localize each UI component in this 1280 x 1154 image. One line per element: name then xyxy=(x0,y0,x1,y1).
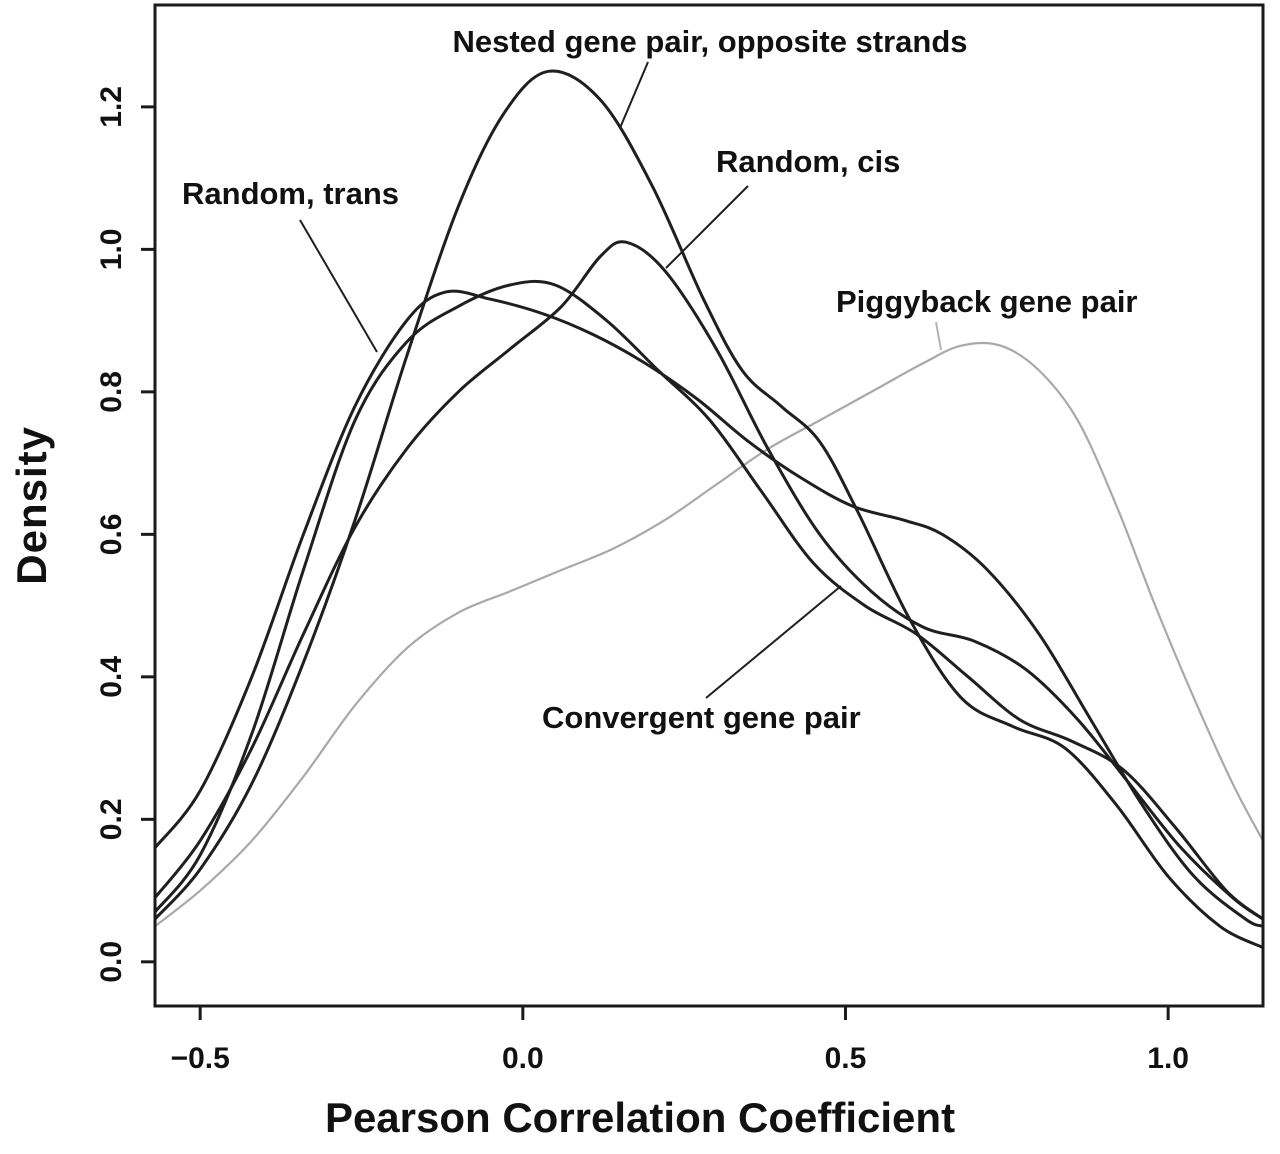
x-tick-label: −0.5 xyxy=(171,1042,230,1075)
annotation-label-nested: Nested gene pair, opposite strands xyxy=(452,24,968,59)
x-tick-label: 1.0 xyxy=(1147,1042,1189,1075)
curve-random-cis xyxy=(155,240,1263,921)
annotation-leader-line xyxy=(619,61,649,129)
y-tick-label: 0.2 xyxy=(95,798,128,840)
annotation-label-random-trans: Random, trans xyxy=(182,176,400,211)
annotation-leader-line xyxy=(705,585,842,699)
plot-border xyxy=(153,3,1265,1008)
annotation-leader-line xyxy=(665,185,749,269)
x-tick-label: 0.5 xyxy=(825,1042,867,1075)
annotation-leader-line xyxy=(935,321,942,351)
x-tick-label: 0.0 xyxy=(502,1042,544,1075)
y-tick-label: 0.4 xyxy=(95,656,128,698)
y-axis-title: Density xyxy=(6,0,58,1010)
curve-nested xyxy=(155,69,1263,950)
curve-random-trans xyxy=(155,289,1263,928)
curve-convergent xyxy=(155,279,1263,921)
y-axis-title-text: Density xyxy=(8,425,55,585)
y-tick-label: 0.8 xyxy=(95,371,128,413)
y-tick-label: 1.2 xyxy=(95,86,128,128)
curve-piggyback xyxy=(155,341,1263,928)
annotation-label-piggyback: Piggyback gene pair xyxy=(836,284,1138,319)
annotation-leader-line xyxy=(299,219,378,353)
annotation-label-convergent: Convergent gene pair xyxy=(542,700,861,735)
y-tick-label: 1.0 xyxy=(95,229,128,271)
curves-layer xyxy=(155,69,1263,950)
y-tick-label: 0.0 xyxy=(95,941,128,983)
y-tick-label: 0.6 xyxy=(95,513,128,555)
x-axis-title: Pearson Correlation Coefficient xyxy=(324,1094,956,1141)
annotation-label-random-cis: Random, cis xyxy=(716,144,901,179)
